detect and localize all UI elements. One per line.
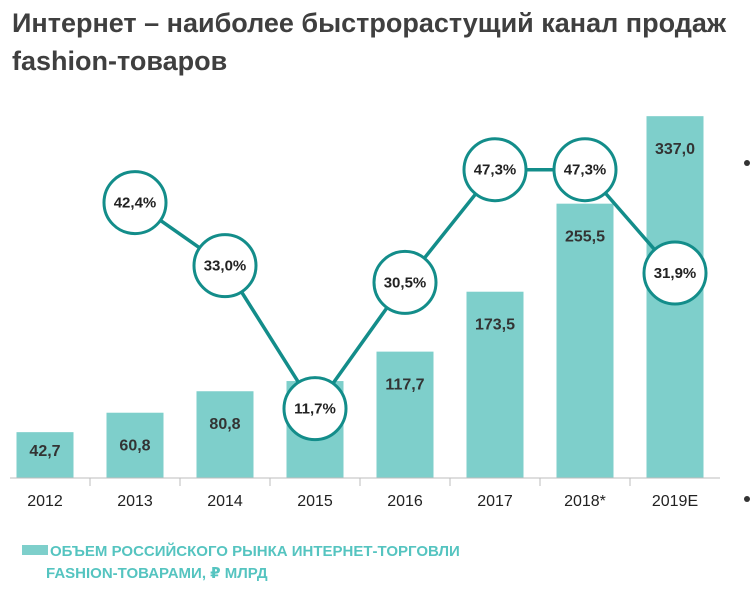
bar-value-label: 173,5 — [475, 317, 515, 334]
x-tick-label: 2017 — [477, 493, 513, 510]
x-tick-label: 2012 — [27, 493, 63, 510]
growth-marker — [282, 376, 348, 442]
growth-label: 47,3% — [474, 162, 517, 179]
growth-label: 42,4% — [114, 195, 157, 212]
growth-label: 33,0% — [204, 258, 247, 275]
bar-value-label: 255,5 — [565, 229, 605, 246]
x-tick-label: 2013 — [117, 493, 153, 510]
growth-label: 11,7% — [294, 401, 336, 418]
growth-markers-layer: 42,4% 33,0% 11,7% 30,5% 47,3% 47,3% 31,9% — [102, 137, 708, 442]
bar — [466, 291, 524, 478]
bar — [556, 203, 614, 478]
x-tick-label: 2015 — [297, 493, 333, 510]
edge-mark — [744, 160, 750, 166]
bar-value-label: 60,8 — [119, 438, 150, 455]
legend-line2: FASHION-ТОВАРАМИ, ₽ МЛРД — [46, 565, 268, 582]
growth-marker — [642, 240, 708, 306]
legend-text-line1: ОБЪЕМ РОССИЙСКОГО РЫНКА ИНТЕРНЕТ-ТОРГОВЛ… — [50, 543, 460, 560]
x-tick-label: 2019E — [652, 493, 698, 510]
legend-line1: ОБЪЕМ РОССИЙСКОГО РЫНКА ИНТЕРНЕТ-ТОРГОВЛ… — [22, 541, 460, 563]
bar — [196, 391, 254, 478]
growth-label: 31,9% — [654, 265, 697, 282]
legend-swatch — [22, 545, 48, 556]
growth-marker — [102, 170, 168, 236]
chart-title: Интернет – наиболее быстрорастущий канал… — [12, 4, 750, 80]
bar — [106, 412, 164, 478]
growth-marker — [462, 137, 528, 203]
bar — [16, 432, 74, 478]
legend: ОБЪЕМ РОССИЙСКОГО РЫНКА ИНТЕРНЕТ-ТОРГОВЛ… — [22, 541, 460, 585]
bar-value-label: 42,7 — [29, 443, 60, 460]
edge-mark — [744, 496, 750, 502]
bar — [376, 351, 434, 478]
growth-marker — [552, 137, 618, 203]
growth-label: 47,3% — [564, 162, 607, 179]
growth-label: 30,5% — [384, 274, 427, 291]
bar-value-label: 337,0 — [655, 141, 695, 158]
x-axis-ticks: 2012 2013 2014 2015 2016 2017 2018* 2019E — [10, 477, 720, 510]
bar-value-label: 117,7 — [385, 377, 424, 394]
chart-title-line2: fashion-товаров — [12, 46, 228, 76]
growth-marker — [192, 233, 258, 299]
x-tick-label: 2014 — [207, 493, 243, 510]
x-tick-label: 2016 — [387, 493, 423, 510]
growth-marker — [372, 249, 438, 315]
x-tick-label: 2018* — [564, 493, 606, 510]
bar-value-label: 80,8 — [209, 416, 240, 433]
chart-title-line1: Интернет – наиболее быстрорастущий канал… — [12, 8, 727, 38]
